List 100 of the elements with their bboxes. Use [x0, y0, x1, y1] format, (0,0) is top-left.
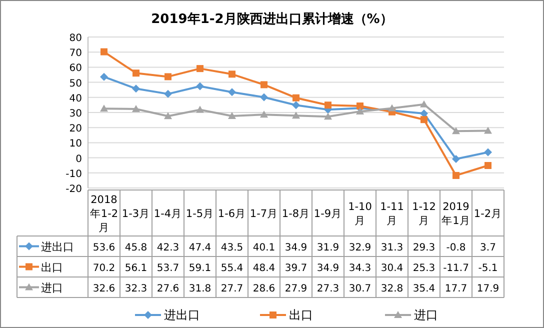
point	[132, 70, 140, 77]
y-tick-label: 20	[69, 124, 82, 135]
text: 进口	[414, 308, 438, 322]
data-label: 3.7	[480, 242, 496, 254]
data-label: 27.3	[316, 283, 340, 294]
point	[484, 148, 492, 156]
x-tick-label: 1-6月	[218, 208, 246, 220]
point	[228, 70, 236, 78]
legend-label: 进口	[41, 281, 63, 294]
x-tick-label: 1-12月	[412, 201, 436, 227]
data-label: 32.9	[348, 242, 372, 254]
x-tick-label: 1-3月	[122, 208, 150, 220]
x-tick-label: 1-9月	[314, 208, 342, 220]
y-tick-label: 0	[76, 154, 82, 165]
data-label: 17.7	[444, 283, 468, 294]
x-tick-label: 2019年1月	[442, 201, 470, 227]
x-tick-label: 1-4月	[154, 208, 182, 220]
data-label: 32.8	[380, 283, 404, 294]
data-label: 34.3	[348, 262, 372, 274]
text: 进出口	[164, 308, 200, 322]
data-label: 30.4	[380, 262, 404, 274]
point	[228, 112, 236, 119]
point	[196, 82, 204, 90]
legend-label: 出口	[41, 260, 63, 274]
y-tick-label: 30	[69, 108, 82, 120]
data-label: 53.7	[156, 262, 180, 274]
data-label: 39.7	[284, 262, 308, 274]
data-label: 45.8	[124, 242, 148, 254]
data-label: 48.4	[252, 262, 276, 274]
point	[164, 73, 172, 80]
point	[132, 105, 140, 112]
data-label: 27.9	[284, 283, 308, 294]
data-label: 32.3	[124, 283, 148, 294]
point	[260, 110, 268, 118]
point	[420, 116, 428, 124]
point	[452, 127, 460, 134]
point	[132, 84, 140, 93]
x-tick-label: 1-8月	[282, 208, 310, 220]
point	[484, 162, 492, 169]
point	[324, 102, 332, 109]
data-label: 42.3	[156, 242, 180, 254]
point	[356, 102, 364, 110]
data-label: 43.5	[220, 242, 244, 254]
y-tick-label: -10	[66, 168, 82, 180]
point	[100, 104, 108, 112]
data-label: -11.7	[443, 262, 469, 274]
data-label: 17.9	[476, 283, 500, 294]
x-tick-label: 1-7月	[250, 208, 278, 220]
point	[292, 94, 300, 102]
point	[292, 101, 300, 110]
point	[292, 112, 300, 119]
point	[452, 172, 460, 179]
data-label: 25.3	[412, 262, 436, 274]
point	[324, 112, 332, 120]
data-label: 31.9	[316, 242, 340, 254]
text: 出口	[289, 308, 313, 322]
x-tick-label: 1-11月	[380, 201, 404, 227]
data-label: 47.4	[188, 242, 212, 254]
data-label: 27.7	[220, 283, 244, 294]
data-label: 70.2	[92, 262, 116, 274]
point	[228, 88, 236, 96]
data-label: 28.6	[252, 283, 276, 294]
data-label: 34.9	[284, 242, 308, 254]
data-label: 40.1	[252, 242, 276, 254]
point	[164, 90, 172, 98]
x-tick-label: 2018年1-2月	[90, 194, 118, 234]
data-label: 30.7	[348, 283, 372, 294]
data-label: 32.6	[92, 283, 116, 294]
point	[100, 48, 108, 56]
point	[100, 72, 108, 81]
x-tick-label: 1-10月	[348, 201, 372, 227]
point	[388, 104, 396, 112]
data-label: 31.8	[188, 283, 212, 294]
y-tick-label: 70	[69, 48, 82, 60]
chart-title: 2019年1-2月陕西进出口累计增速（%）	[151, 12, 393, 27]
point	[196, 65, 204, 72]
y-tick-label: -20	[66, 184, 82, 195]
y-tick-label: 10	[69, 138, 82, 150]
x-tick-label: 1-2月	[474, 208, 502, 220]
data-label: 59.1	[188, 262, 212, 274]
point	[484, 126, 492, 134]
y-tick-label: 50	[69, 78, 82, 90]
x-tick-label: 1-5月	[186, 208, 214, 220]
data-label: 55.4	[220, 262, 244, 274]
y-tick-label: 60	[69, 63, 82, 74]
y-tick-label: 80	[69, 33, 82, 44]
point	[260, 81, 268, 88]
point	[196, 106, 204, 113]
data-label: 34.9	[316, 262, 340, 274]
data-label: 35.4	[412, 283, 436, 294]
legend-label: 进出口	[41, 240, 74, 254]
data-label: 29.3	[412, 242, 436, 254]
data-label: 31.3	[380, 242, 404, 254]
data-label: 27.6	[156, 283, 180, 294]
data-label: -0.8	[446, 242, 466, 254]
y-tick-label: 40	[69, 93, 82, 104]
point	[356, 107, 364, 114]
data-label: -5.1	[478, 262, 498, 274]
data-label: 53.6	[92, 242, 116, 254]
point	[164, 112, 172, 120]
